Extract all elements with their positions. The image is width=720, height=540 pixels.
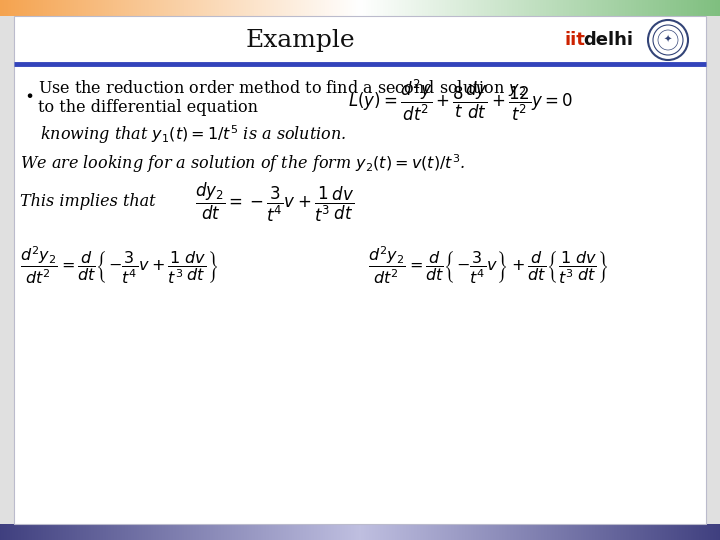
Text: delhi: delhi	[583, 31, 633, 49]
Text: $\dfrac{d^2y_2}{dt^2} = \dfrac{d}{dt}\left\{-\dfrac{3}{t^4}v+\dfrac{1}{t^3}\dfra: $\dfrac{d^2y_2}{dt^2} = \dfrac{d}{dt}\le…	[20, 244, 218, 286]
Text: We are looking for a solution of the form $y_2(t) = v(t)/t^3$.: We are looking for a solution of the for…	[20, 153, 465, 176]
Text: $\dfrac{dy_2}{dt} = -\dfrac{3}{t^4}v+\dfrac{1}{t^3}\dfrac{dv}{dt}$: $\dfrac{dy_2}{dt} = -\dfrac{3}{t^4}v+\df…	[195, 180, 354, 224]
Text: $L(y)=\dfrac{d^2y}{dt^2}+\dfrac{8}{t}\dfrac{dy}{dt}+\dfrac{12}{t^2}y=0$: $L(y)=\dfrac{d^2y}{dt^2}+\dfrac{8}{t}\df…	[348, 77, 573, 123]
Text: knowing that $y_1(t) = 1/t^5$ is a solution.: knowing that $y_1(t) = 1/t^5$ is a solut…	[40, 124, 346, 146]
Text: $\bullet$: $\bullet$	[24, 87, 33, 103]
Text: iit: iit	[565, 31, 586, 49]
Text: to the differential equation: to the differential equation	[38, 98, 258, 116]
Text: Use the reduction order method to find a second solution $y_2$: Use the reduction order method to find a…	[38, 78, 526, 98]
Text: $\dfrac{d^2y_2}{dt^2} = \dfrac{d}{dt}\left\{-\dfrac{3}{t^4}v\right\}+\dfrac{d}{d: $\dfrac{d^2y_2}{dt^2} = \dfrac{d}{dt}\le…	[368, 244, 609, 286]
Text: Example: Example	[246, 29, 355, 51]
Text: This implies that: This implies that	[20, 193, 156, 211]
Text: ✦: ✦	[664, 35, 672, 45]
